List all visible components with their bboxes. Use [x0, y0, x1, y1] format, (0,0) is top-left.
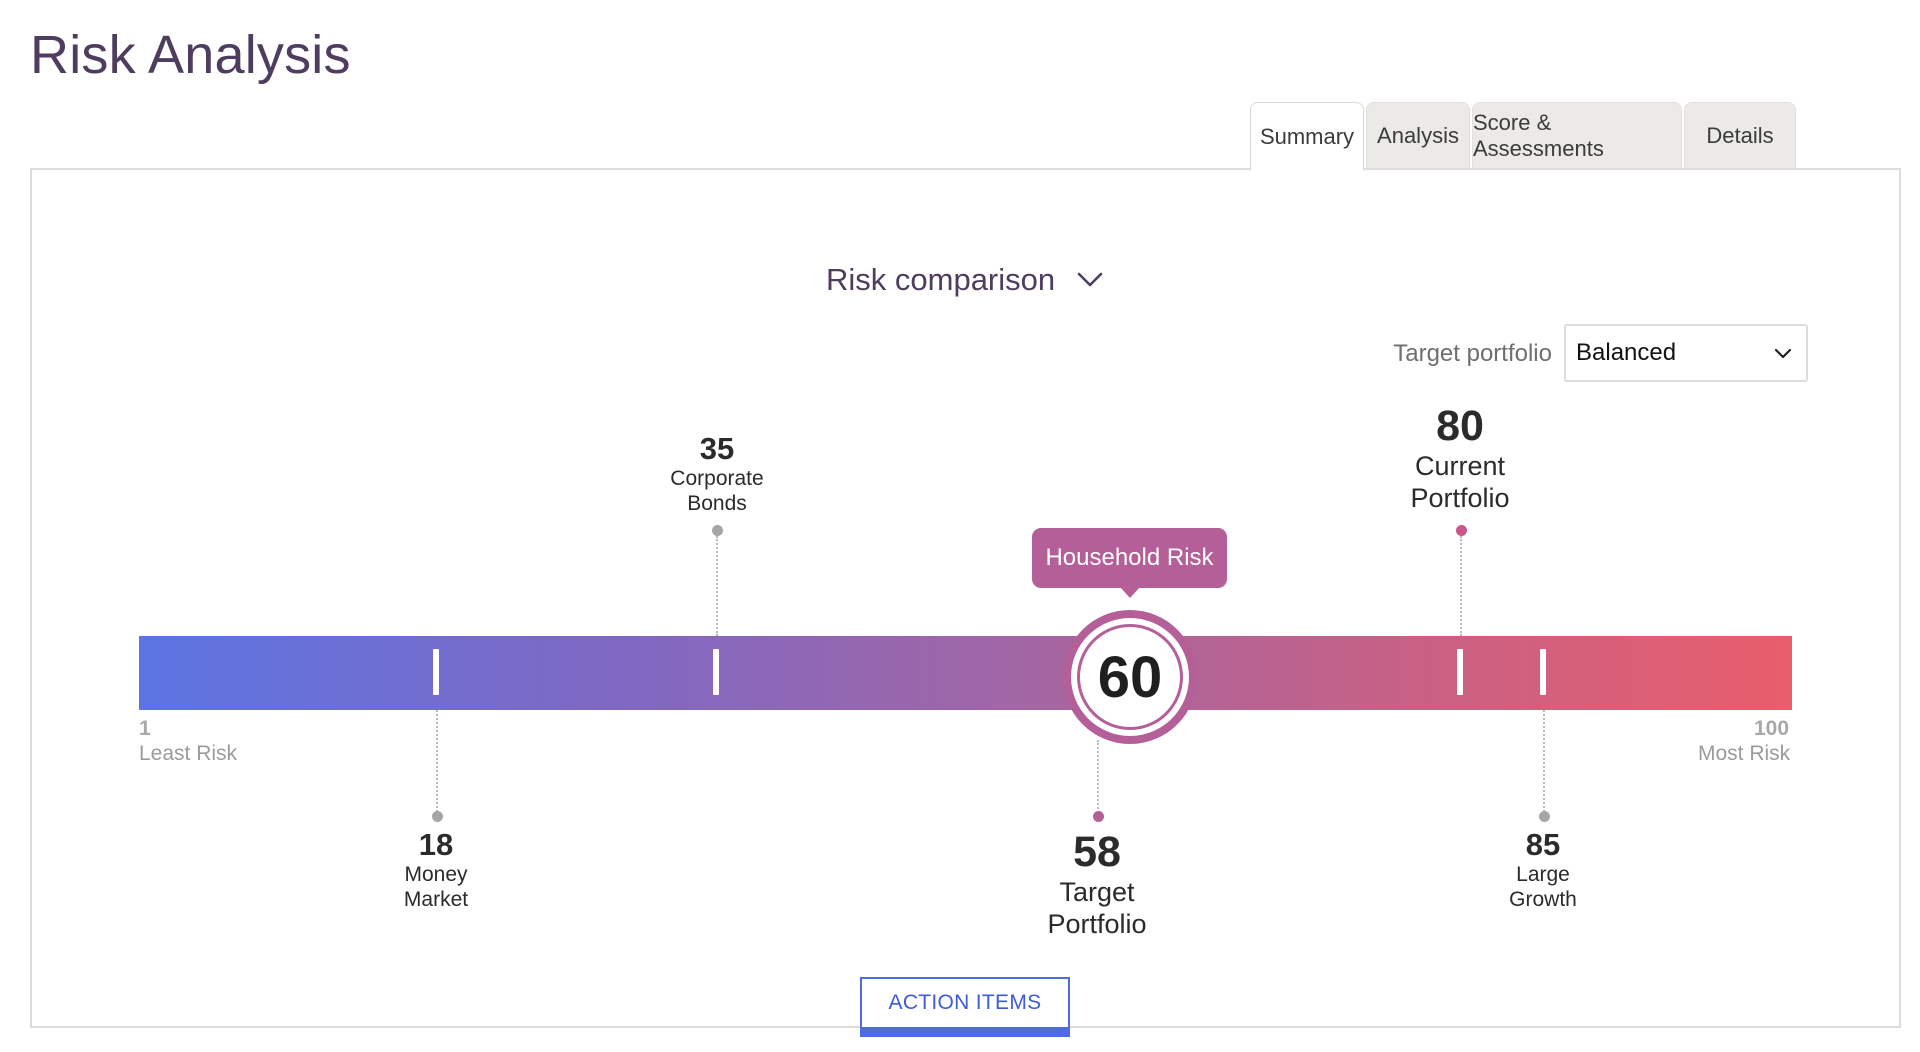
tick-money-market — [433, 649, 439, 695]
marker-value: 58 — [1073, 828, 1121, 876]
tick-corporate-bonds — [713, 649, 719, 695]
marker-value: 18 — [418, 827, 454, 862]
target-portfolio-value: Balanced — [1576, 339, 1677, 366]
summary-panel — [30, 168, 1901, 1028]
tab-analysis[interactable]: Analysis — [1366, 102, 1470, 168]
tab-summary[interactable]: Summary — [1250, 102, 1364, 170]
marker-value: 35 — [699, 431, 735, 466]
marker-label: Money Market — [403, 863, 469, 911]
tick-current-portfolio — [1457, 649, 1463, 695]
marker-dot-target-portfolio — [1093, 811, 1104, 822]
marker-large-growth: 85 Large Growth — [1423, 828, 1663, 912]
household-risk-indicator: 60 — [1063, 610, 1197, 744]
chevron-down-icon — [1077, 272, 1103, 287]
tick-large-growth — [1540, 649, 1546, 695]
scale-min-label: Least Risk — [139, 742, 238, 765]
connector-corporate-bonds — [716, 536, 718, 636]
marker-current-portfolio: 80 Current Portfolio — [1340, 402, 1580, 514]
chevron-down-icon — [1774, 348, 1792, 359]
marker-corporate-bonds: 35 Corporate Bonds — [597, 432, 837, 516]
marker-value: 85 — [1525, 827, 1561, 862]
marker-money-market: 18 Money Market — [316, 828, 556, 912]
connector-current-portfolio — [1460, 536, 1462, 636]
marker-label: Large Growth — [1509, 863, 1577, 911]
connector-money-market — [436, 710, 438, 816]
page-title: Risk Analysis — [30, 25, 351, 85]
marker-label: Target Portfolio — [1047, 877, 1147, 939]
action-items-label: ACTION ITEMS — [888, 991, 1042, 1014]
marker-dot-current-portfolio — [1456, 525, 1467, 536]
scale-max-value: 100 — [1754, 717, 1790, 740]
scale-min-value: 1 — [139, 717, 151, 740]
action-items-button[interactable]: ACTION ITEMS — [860, 977, 1070, 1037]
tab-score-assessments[interactable]: Score & Assessments — [1472, 102, 1682, 168]
target-portfolio-label: Target portfolio — [1393, 340, 1552, 367]
household-risk-tooltip: Household Risk — [1032, 528, 1227, 598]
marker-dot-large-growth — [1539, 811, 1550, 822]
risk-scale-bar — [139, 636, 1792, 710]
marker-label: Current Portfolio — [1410, 451, 1510, 513]
marker-target-portfolio: 58 Target Portfolio — [977, 828, 1217, 940]
marker-dot-corporate-bonds — [712, 525, 723, 536]
marker-dot-money-market — [432, 811, 443, 822]
marker-label: Corporate Bonds — [670, 467, 764, 515]
risk-comparison-toggle[interactable]: Risk comparison — [826, 260, 1103, 300]
tab-details[interactable]: Details — [1684, 102, 1796, 168]
target-portfolio-select[interactable]: Balanced — [1564, 324, 1808, 382]
marker-value: 80 — [1436, 402, 1484, 450]
connector-target-portfolio — [1097, 740, 1099, 816]
household-risk-value: 60 — [1097, 644, 1163, 710]
risk-comparison-title: Risk comparison — [826, 262, 1056, 297]
household-risk-label: Household Risk — [1045, 544, 1214, 571]
tab-bar: Summary Analysis Score & Assessments Det… — [1250, 102, 1900, 170]
scale-max-label: Most Risk — [1698, 742, 1791, 765]
connector-large-growth — [1543, 710, 1545, 816]
